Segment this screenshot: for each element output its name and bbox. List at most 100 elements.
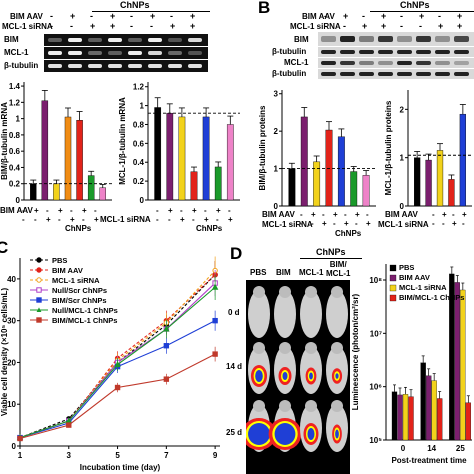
blot-label-bim: BIM	[294, 35, 309, 44]
sign-bim-a: -	[50, 11, 53, 21]
gel-label-tubulin: β-tubulin	[4, 61, 39, 70]
bar	[99, 187, 106, 201]
gel-band-bim	[168, 38, 182, 42]
blot-band	[359, 61, 374, 65]
y-tick-label: 0	[274, 202, 279, 210]
x-axis-label: Post-treatment time	[391, 456, 467, 465]
bar	[76, 120, 83, 201]
sign-a1-bim: -	[22, 206, 25, 215]
legend-label: BIM AAV	[52, 266, 83, 275]
blot-band	[321, 36, 336, 42]
x-tick-label: 5	[115, 451, 120, 460]
bar	[202, 116, 210, 201]
sign-bim-b: +	[381, 11, 387, 21]
sign-mcl-b: -	[419, 21, 422, 31]
sign-a2-bim: +	[216, 206, 221, 215]
gel-band-mcl1	[188, 51, 202, 55]
sign-b2-bim: +	[462, 210, 467, 219]
y-tick-label: 40	[7, 275, 16, 284]
legend-label: MCL-1 siRNA	[52, 276, 100, 285]
mouse-head	[279, 400, 291, 412]
bar	[350, 171, 358, 207]
blot-label-tubulin-1: β-tubulin	[272, 47, 307, 56]
blot-band	[454, 50, 469, 54]
bim-aav-row-label-b: BIM AAV	[262, 210, 295, 219]
bar	[190, 171, 198, 201]
sign-a1-mcl: +	[94, 215, 99, 224]
gel-band-tubulin	[128, 64, 142, 68]
x-tick-label: 7	[164, 451, 169, 460]
blot-band	[416, 72, 431, 76]
blot-band	[340, 50, 355, 54]
bar	[64, 116, 72, 201]
y-axis-label: Luminescence (photon/cm²/sr)	[351, 293, 360, 410]
y-tick-label: 1.2	[9, 98, 21, 107]
signal-blue	[282, 372, 288, 380]
sign-bim-a: +	[190, 11, 196, 21]
imaging-col-bim: BIM	[276, 268, 291, 277]
sign-a1-mcl: +	[70, 215, 75, 224]
y-tick-label: 0.8	[133, 120, 145, 129]
blot-band	[454, 61, 469, 65]
gel-band-bim	[88, 38, 102, 42]
blot-label-mcl1: MCL-1	[284, 58, 309, 67]
y-tick-label: 0.8	[9, 131, 21, 140]
signal-blue	[335, 373, 339, 379]
bar	[30, 183, 37, 201]
gel-band-mcl1	[68, 51, 82, 55]
blot-band	[378, 36, 393, 42]
sign-a2-mcl: -	[168, 215, 171, 224]
series-line	[19, 320, 216, 439]
y-tick-label: 1	[16, 115, 21, 124]
bar	[87, 175, 95, 201]
sign-a1-mcl: -	[34, 215, 37, 224]
data-point	[212, 351, 218, 357]
data-point	[17, 435, 23, 442]
gel-band-mcl1	[128, 51, 142, 55]
chnps-label-a2: ChNPs	[196, 224, 223, 233]
legend-label: BIM/Scr ChNPs	[52, 296, 107, 305]
signal-blue	[309, 372, 313, 380]
legend-label: BIM/MCL-1 ChNPs	[399, 293, 464, 302]
blot-band	[359, 72, 374, 76]
chart-mcl1-protein: 0 1 2 MCL-1/β-tubulin proteins	[384, 90, 472, 210]
bar	[408, 396, 414, 441]
gel-band-mcl1	[88, 51, 102, 55]
gel-band-tubulin	[168, 64, 182, 68]
sign-a1-mcl: -	[82, 215, 85, 224]
blot-band	[340, 61, 355, 65]
mouse-head	[305, 286, 317, 298]
sign-a2-mcl: -	[192, 215, 195, 224]
gel-band-bim	[148, 38, 162, 42]
mouse-head	[305, 342, 317, 354]
y-tick-label: 0.2	[9, 180, 21, 189]
blot-band	[454, 72, 469, 76]
blot-band	[435, 36, 450, 42]
bar	[178, 116, 186, 201]
x-tick-label: 3	[67, 451, 72, 460]
mouse-head	[305, 400, 317, 412]
sign-mcl-a: -	[130, 21, 133, 31]
bar	[454, 282, 460, 441]
y-tick-label: 30	[7, 317, 16, 326]
sign-a2-bim: -	[228, 206, 231, 215]
signal-blue	[307, 428, 315, 440]
sign-b2-bim: -	[432, 210, 435, 219]
panel-letter-c: C	[0, 238, 9, 257]
bar	[337, 136, 345, 207]
y-axis-label: MCL-1/β-tubulin proteins	[384, 100, 393, 195]
sign-b2-mcl: -	[442, 219, 445, 228]
blot-mcl1	[318, 58, 474, 68]
chnps-label-a1: ChNPs	[65, 224, 92, 233]
sign-bim-b: -	[362, 11, 365, 21]
sign-mcl-b: +	[457, 21, 463, 31]
mcl1-sirna-row-label-b2: MCL-1 siRNA	[378, 220, 429, 229]
blot-band	[340, 72, 355, 76]
gel-band-bim	[128, 38, 142, 42]
mouse-body	[300, 290, 322, 338]
sign-a1-bim: +	[82, 206, 87, 215]
blot-band	[397, 72, 412, 76]
legend-label: BIM AAV	[399, 273, 430, 282]
sign-b1-bim: +	[355, 210, 360, 219]
blot-band	[321, 72, 336, 76]
